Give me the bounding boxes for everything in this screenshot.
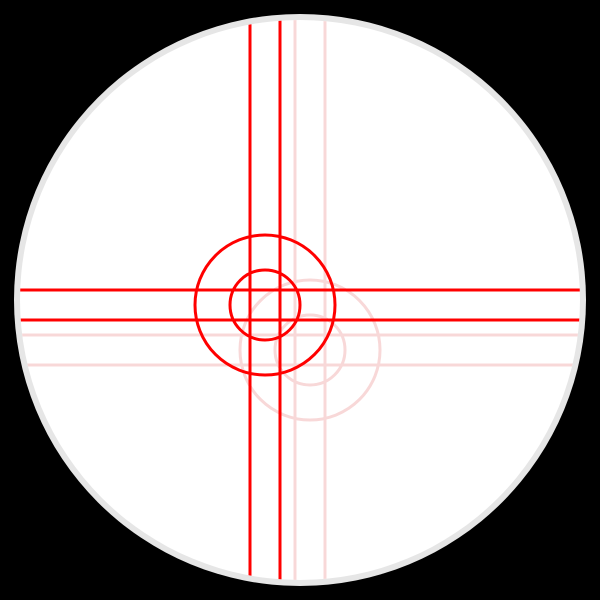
reticle-svg — [0, 0, 600, 600]
reticle-diagram — [0, 0, 600, 600]
